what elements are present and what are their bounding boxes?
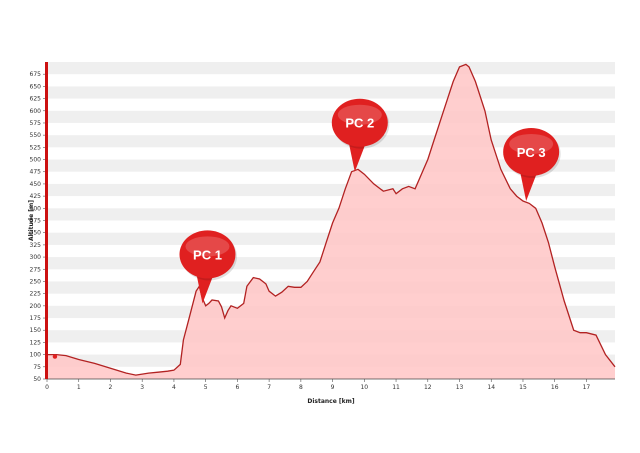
grid-band	[47, 86, 615, 99]
y-tick-label: 675	[30, 71, 42, 78]
y-tick-label: 525	[30, 144, 42, 151]
x-tick-label: 5	[204, 384, 208, 391]
y-tick-label: 200	[30, 303, 42, 310]
x-tick-label: 14	[487, 384, 495, 391]
y-tick-label: 50	[33, 376, 41, 383]
y-tick-label: 350	[30, 230, 42, 237]
checkpoint-pin: PC 1	[179, 230, 237, 304]
x-tick-label: 3	[140, 384, 144, 391]
x-tick-label: 17	[583, 384, 591, 391]
x-tick-label: 7	[267, 384, 271, 391]
pin-body	[503, 127, 560, 176]
y-axis-ticks: 50 75 100 125 150 175 200 225 250 275 300 325 350 375…	[30, 71, 47, 383]
y-tick-label: 150	[30, 327, 42, 334]
y-tick-label: 400	[30, 205, 42, 212]
pin-highlight	[337, 104, 382, 125]
checkpoint-label: PC 1	[193, 247, 222, 262]
y-tick-label: 175	[30, 315, 42, 322]
x-tick-label: 10	[360, 384, 368, 391]
x-tick-label: 15	[519, 384, 527, 391]
x-tick-label: 16	[551, 384, 559, 391]
y-tick-label: 125	[30, 339, 42, 346]
checkpoint-pin: PC 3	[503, 127, 561, 201]
y-tick-label: 600	[30, 108, 42, 115]
x-axis-ticks: 0 1 2 3 4 5 6 7 8 9 10 11 12 13 14 15 16 17	[45, 379, 590, 391]
pin-highlight	[185, 236, 230, 257]
grid-band	[47, 62, 615, 75]
start-marker	[52, 354, 58, 359]
x-tick-label: 9	[331, 384, 335, 391]
x-tick-label: 11	[392, 384, 400, 391]
y-tick-label: 300	[30, 254, 42, 261]
y-tick-label: 575	[30, 120, 42, 127]
checkpoint-label: PC 2	[345, 116, 374, 131]
grid-band	[47, 110, 615, 123]
x-tick-label: 6	[235, 384, 239, 391]
x-tick-label: 12	[424, 384, 432, 391]
y-tick-label: 100	[30, 352, 42, 359]
y-tick-label: 475	[30, 169, 42, 176]
y-tick-label: 650	[30, 83, 42, 90]
y-tick-label: 325	[30, 242, 42, 249]
y-tick-label: 225	[30, 291, 42, 298]
x-tick-label: 13	[456, 384, 464, 391]
x-axis-title: Distance [km]	[307, 398, 354, 405]
pin-pointer	[196, 274, 213, 304]
y-tick-label: 250	[30, 278, 42, 285]
y-tick-label: 375	[30, 218, 42, 225]
checkpoint-label: PC 3	[517, 145, 546, 160]
elevation-area	[47, 64, 615, 380]
y-axis-bar	[45, 62, 48, 379]
pin-highlight	[509, 133, 554, 154]
y-tick-label: 500	[30, 157, 42, 164]
checkpoint-markers: PC 1 PC 2 PC 3	[179, 98, 561, 304]
x-tick-label: 4	[172, 384, 176, 391]
y-tick-label: 450	[30, 181, 42, 188]
pin-pointer	[348, 142, 365, 172]
y-axis-title: Altitude [m]	[28, 200, 35, 241]
x-tick-label: 0	[45, 384, 49, 391]
y-tick-label: 550	[30, 132, 42, 139]
pin-body	[179, 230, 236, 279]
pin-body	[331, 98, 388, 147]
checkpoint-pin: PC 2	[331, 98, 390, 172]
y-tick-label: 275	[30, 266, 42, 273]
x-tick-label: 8	[299, 384, 303, 391]
y-tick-label: 425	[30, 193, 42, 200]
x-tick-label: 1	[77, 384, 81, 391]
pin-pointer	[520, 171, 537, 201]
y-tick-label: 625	[30, 96, 42, 103]
x-tick-label: 2	[109, 384, 113, 391]
elevation-line	[47, 63, 616, 376]
y-tick-label: 75	[33, 364, 41, 371]
